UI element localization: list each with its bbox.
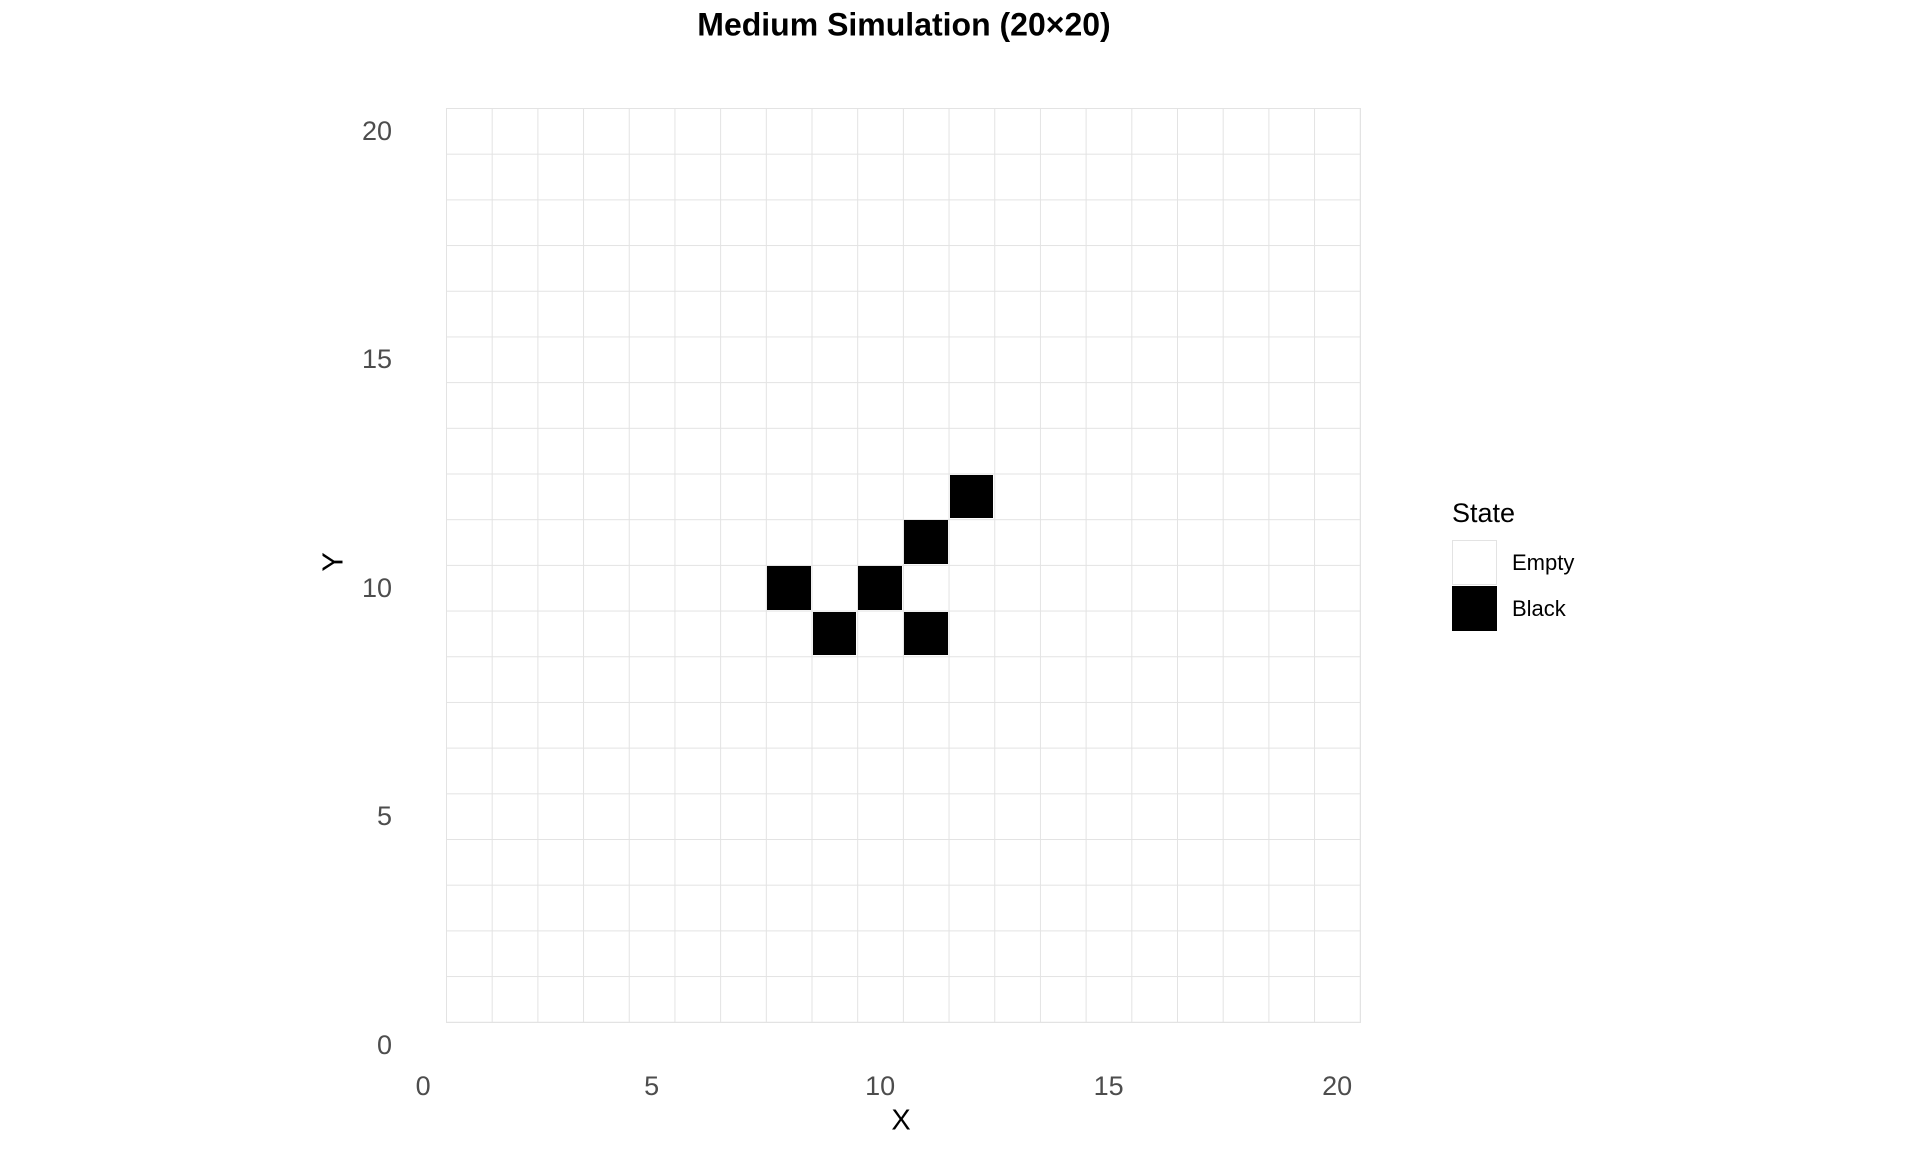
- chart-title: Medium Simulation (20×20): [697, 6, 1111, 43]
- x-tick-label-10: 10: [865, 1071, 896, 1101]
- x-tick-label-15: 15: [1093, 1071, 1124, 1101]
- x-tick-label-5: 5: [644, 1071, 660, 1101]
- x-tick-label-20: 20: [1322, 1071, 1353, 1101]
- black-cell-x10-y10: [858, 566, 902, 610]
- black-cell-x11-y9: [904, 611, 948, 656]
- x-axis-title: X: [891, 1104, 911, 1137]
- black-cell-x11-y11: [904, 520, 948, 564]
- y-tick-label-15: 15: [361, 344, 392, 375]
- legend-swatch-empty: [1452, 540, 1497, 585]
- x-tick-label-0: 0: [415, 1071, 431, 1101]
- legend: State Empty Black: [1452, 497, 1574, 631]
- legend-swatch-black: [1452, 586, 1497, 631]
- y-axis-title: Y: [317, 552, 350, 572]
- y-tick-label-20: 20: [361, 115, 392, 146]
- legend-keys: Empty Black: [1452, 540, 1574, 631]
- black-cell-x9-y9: [812, 611, 857, 656]
- black-cell-x12-y12: [949, 474, 994, 519]
- legend-entry-empty: Empty: [1452, 540, 1574, 585]
- y-tick-label-0: 0: [376, 1029, 392, 1060]
- legend-entry-black: Black: [1452, 586, 1566, 631]
- legend-label-empty: Empty: [1512, 549, 1575, 575]
- y-tick-label-5: 5: [376, 801, 392, 832]
- plot-panel: [446, 108, 1361, 1023]
- y-tick-label-10: 10: [361, 572, 392, 603]
- legend-title: State: [1452, 498, 1516, 528]
- legend-label-black: Black: [1512, 595, 1566, 621]
- black-cell-x8-y10: [766, 566, 811, 610]
